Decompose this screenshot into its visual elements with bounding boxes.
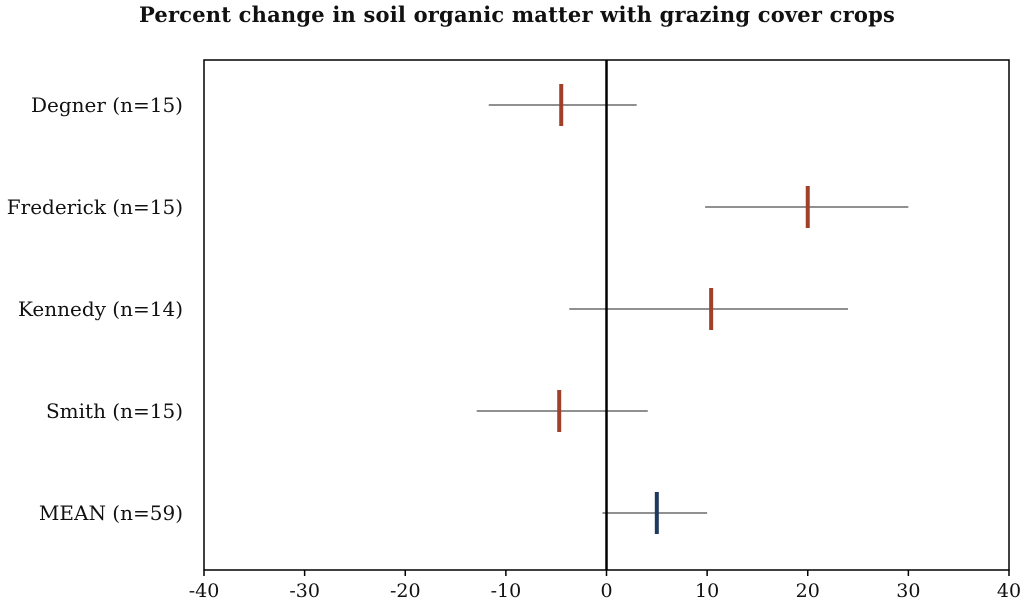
x-tick-label: 10 [695,580,719,602]
x-axis-ticks: -40 -30 -20 -10 0 10 20 30 40 [189,570,1021,602]
x-tick-label: -40 [189,580,220,602]
x-tick-label: -10 [491,580,522,602]
x-tick-label: 20 [796,580,820,602]
category-label: Smith (n=15) [46,399,183,423]
chart-title: Percent change in soil organic matter wi… [138,2,896,27]
category-label: Kennedy (n=14) [18,297,183,321]
category-labels: Degner (n=15) Frederick (n=15) Kennedy (n=… [7,93,183,525]
x-tick-label: -20 [390,580,421,602]
x-tick-label: 0 [600,580,612,602]
x-tick-label: -30 [289,580,320,602]
category-label: Frederick (n=15) [7,195,183,219]
x-tick-label: 30 [896,580,920,602]
category-label: MEAN (n=59) [39,501,183,525]
plot-marks [476,84,909,534]
x-tick-label: 40 [997,580,1021,602]
category-label: Degner (n=15) [31,93,183,117]
